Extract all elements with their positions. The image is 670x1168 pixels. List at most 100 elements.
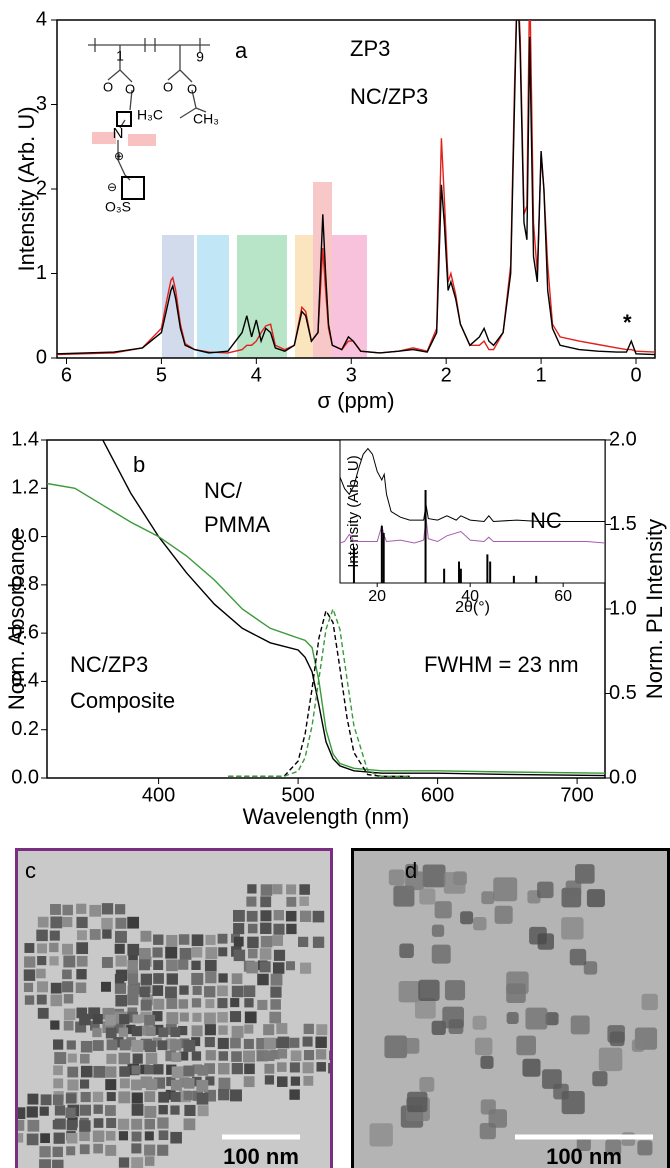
x-tick-label: 4 xyxy=(251,364,262,386)
nanocrystal xyxy=(272,935,284,946)
nanocrystal xyxy=(205,1076,215,1086)
nanocrystal xyxy=(183,1078,195,1089)
nanocrystal xyxy=(153,973,164,984)
structure-label: O xyxy=(103,79,113,94)
structure-label: ⊖ xyxy=(107,180,117,194)
nanocrystal xyxy=(183,1091,193,1101)
nanocrystal xyxy=(145,1052,158,1065)
nanocrystal xyxy=(50,916,63,929)
marker-box xyxy=(116,111,132,127)
nanocrystal xyxy=(131,1092,143,1104)
nanocrystal xyxy=(231,985,244,998)
nanocrystal xyxy=(106,1039,118,1051)
nanocrystal xyxy=(76,916,88,929)
nanocrystal xyxy=(165,1050,177,1062)
nanocrystal xyxy=(522,1058,541,1077)
nanocrystal xyxy=(166,934,178,947)
series-group xyxy=(340,447,605,583)
nanocrystal xyxy=(191,1051,202,1061)
nanocrystal xyxy=(115,917,127,929)
y2-tick-label: 0.5 xyxy=(609,682,637,704)
y-tick-label: 3 xyxy=(36,93,47,115)
nanocrystal xyxy=(62,981,74,993)
nanocrystal xyxy=(67,1079,79,1091)
highlight xyxy=(332,235,367,358)
nanocrystal xyxy=(233,936,244,947)
nanocrystal xyxy=(39,1106,49,1116)
nanocrystal xyxy=(312,910,325,923)
nanocrystal xyxy=(127,985,139,997)
nanocrystal xyxy=(39,1159,51,1168)
nanocrystal xyxy=(244,1063,255,1075)
x-tick-label: 500 xyxy=(281,784,314,806)
nanocrystal xyxy=(277,1062,287,1072)
nanocrystal xyxy=(158,1091,170,1103)
y-tick-label: 2 xyxy=(36,177,47,199)
legend-label: ZP3 xyxy=(350,36,390,61)
y-tick-label: 4 xyxy=(36,8,47,30)
nanocrystal xyxy=(102,929,112,939)
nanocrystal xyxy=(178,1025,188,1036)
nanocrystal xyxy=(37,956,47,966)
nanocrystal xyxy=(105,1027,117,1039)
nanocrystal xyxy=(80,1091,91,1103)
nanocrystal xyxy=(52,1119,62,1130)
nanocrystal xyxy=(277,1036,290,1049)
nanocrystal xyxy=(127,916,140,929)
nanocrystal xyxy=(165,946,178,959)
nanocrystal xyxy=(157,1144,169,1156)
nanocrystal xyxy=(205,947,218,960)
y2-tick-label: 1.0 xyxy=(609,597,637,619)
nanocrystal xyxy=(118,1118,130,1130)
x-tick-label: 1 xyxy=(536,364,547,386)
nanocrystal xyxy=(191,1025,203,1037)
structure-label: ⊕ xyxy=(114,149,124,163)
nanocrystal xyxy=(139,947,151,960)
structure-label: 9 xyxy=(196,49,204,65)
structure-label: O xyxy=(163,79,173,94)
nanocrystal xyxy=(114,943,125,954)
nanocrystal xyxy=(218,1089,230,1101)
nanocrystal xyxy=(63,955,76,968)
nanocrystal xyxy=(260,896,272,908)
nanocrystal xyxy=(53,1039,64,1050)
nanocrystal xyxy=(166,959,178,972)
nanocrystal xyxy=(525,1007,548,1030)
nanocrystal xyxy=(37,1007,49,1019)
nanocrystal xyxy=(131,1026,142,1037)
nanocrystal xyxy=(592,1071,608,1087)
nanocrystal xyxy=(260,935,273,948)
nanocrystal xyxy=(191,972,204,985)
nanocrystal xyxy=(24,995,35,1005)
nanocrystal xyxy=(153,1077,166,1089)
nanocrystal xyxy=(506,1012,519,1025)
nanocrystal xyxy=(65,1107,76,1118)
nanocrystal xyxy=(101,917,113,930)
nanocrystal xyxy=(40,1094,52,1106)
nanocrystal xyxy=(54,1105,66,1116)
nanocrystal xyxy=(569,948,587,966)
tem-texture xyxy=(15,884,333,1168)
nanocrystal xyxy=(285,961,296,971)
nanocrystal xyxy=(631,1039,645,1052)
nanocrystal xyxy=(205,972,217,984)
nanocrystal xyxy=(128,955,138,965)
nanocrystal xyxy=(537,933,554,950)
y-axis-label: Norm. Absorbance xyxy=(4,528,29,710)
nanocrystal xyxy=(303,1050,315,1061)
nanocrystal xyxy=(144,1131,154,1141)
nanocrystal xyxy=(92,1027,102,1038)
nanocrystal xyxy=(152,947,163,958)
nanocrystal xyxy=(269,1011,282,1024)
x-tick-label: 5 xyxy=(156,364,167,386)
nanocrystal xyxy=(231,1063,243,1075)
nanocrystal xyxy=(230,998,240,1008)
nanocrystal xyxy=(191,947,203,958)
nanocrystal xyxy=(26,1133,39,1146)
nanocrystal xyxy=(166,1012,179,1025)
nanocrystal xyxy=(183,1118,196,1131)
nanocrystal xyxy=(39,1146,51,1158)
y-tick-label: 1.0 xyxy=(11,525,39,547)
nanocrystal xyxy=(247,936,259,949)
